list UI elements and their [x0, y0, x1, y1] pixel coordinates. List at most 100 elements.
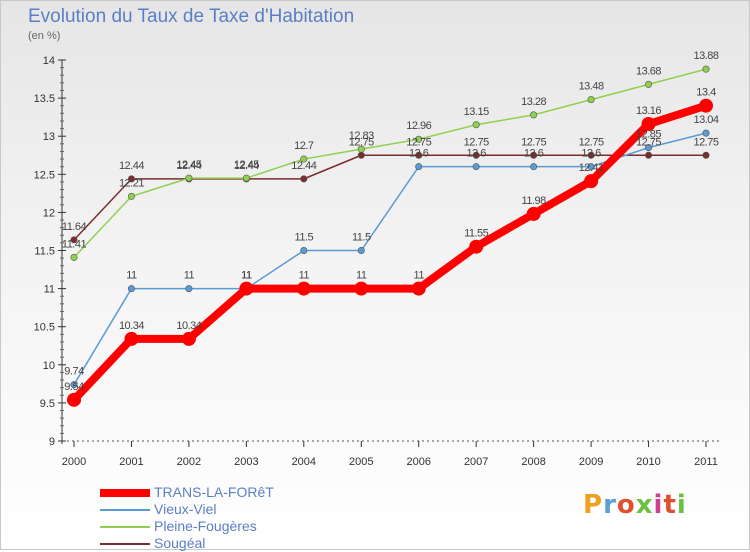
data-point-1 — [70, 381, 78, 389]
data-label: 12.6 — [524, 148, 544, 160]
x-tick-label: 2007 — [464, 456, 488, 468]
data-point-1 — [357, 247, 365, 255]
y-tick-label: 12 — [43, 207, 55, 219]
data-point-0 — [641, 117, 656, 132]
data-point-1 — [127, 285, 135, 293]
data-point-0 — [526, 206, 541, 221]
data-label: 13.48 — [579, 81, 604, 93]
data-label: 12.6 — [466, 148, 486, 160]
data-label: 12.75 — [349, 136, 374, 148]
data-point-2 — [472, 121, 480, 129]
data-point-3 — [645, 151, 653, 159]
data-label: 11.64 — [62, 221, 87, 233]
x-tick-label: 2009 — [579, 456, 603, 468]
data-point-0 — [584, 174, 599, 189]
data-label: 12.7 — [294, 140, 314, 152]
data-label: 12.44 — [234, 160, 259, 172]
data-label: 12.96 — [406, 120, 431, 132]
data-label: 13.04 — [693, 114, 718, 126]
data-label: 11.98 — [522, 195, 547, 207]
data-label: 11 — [414, 270, 425, 282]
data-point-0 — [124, 331, 139, 346]
data-point-3 — [300, 175, 308, 183]
x-tick-label: 2002 — [177, 456, 201, 468]
data-point-2 — [185, 174, 193, 182]
data-label: 12.44 — [291, 160, 316, 172]
data-point-3 — [702, 151, 710, 159]
data-label: 12.45 — [176, 159, 201, 171]
legend-label: Vieux-Viel — [154, 501, 217, 517]
data-point-0 — [411, 281, 426, 296]
y-tick-label: 11 — [44, 284, 55, 296]
data-label: 12.44 — [119, 160, 144, 172]
data-point-2 — [300, 155, 308, 163]
data-label: 11.41 — [62, 238, 87, 250]
y-tick-label: 10 — [43, 360, 55, 372]
y-tick-label: 12.5 — [34, 169, 55, 181]
x-tick-label: 2005 — [349, 456, 373, 468]
x-tick-label: 2001 — [119, 456, 143, 468]
series-line-2 — [73, 68, 707, 259]
data-label: 9.74 — [64, 366, 84, 378]
chart-subtitle: (en %) — [28, 30, 61, 42]
data-point-2 — [587, 96, 595, 104]
data-label: 11 — [299, 270, 310, 282]
data-point-3 — [357, 151, 365, 159]
data-label: 12.75 — [579, 136, 604, 148]
x-tick-label: 2008 — [521, 456, 545, 468]
data-point-2 — [357, 145, 365, 153]
data-label: 13.28 — [521, 96, 546, 108]
data-point-1 — [300, 247, 308, 255]
data-label: 11 — [184, 270, 195, 282]
data-label: 12.44 — [176, 160, 201, 172]
legend-swatch — [100, 509, 150, 511]
data-point-3 — [472, 151, 480, 159]
y-tick-label: 13 — [43, 131, 55, 143]
y-tick-label: 13.5 — [34, 93, 55, 105]
data-point-0 — [296, 281, 311, 296]
data-point-1 — [415, 163, 423, 171]
data-label: 13.16 — [636, 105, 661, 117]
data-point-1 — [530, 163, 538, 171]
x-tick-label: 2006 — [406, 456, 430, 468]
legend-label: Pleine-Fougères — [154, 518, 257, 534]
x-tick-label: 2000 — [62, 456, 86, 468]
legend-swatch — [100, 526, 150, 528]
data-label: 10.34 — [119, 320, 144, 332]
data-point-3 — [70, 236, 78, 244]
y-tick-label: 14 — [43, 55, 55, 67]
data-label: 12.83 — [349, 130, 374, 142]
data-label: 13.4 — [696, 87, 716, 99]
data-label: 11 — [241, 270, 252, 282]
data-label: 12.41 — [579, 162, 604, 174]
data-label: 12.85 — [636, 129, 661, 141]
legend-label: TRANS-LA-FORêT — [154, 484, 274, 500]
data-label: 12.75 — [406, 136, 431, 148]
data-label: 11 — [356, 270, 367, 282]
data-point-1 — [702, 129, 710, 137]
data-label: 13.15 — [464, 106, 489, 118]
data-label: 11.55 — [464, 228, 489, 240]
data-point-0 — [181, 331, 196, 346]
data-label: 11 — [126, 270, 137, 282]
data-label: 11 — [241, 270, 252, 282]
data-label: 13.88 — [693, 50, 718, 62]
y-tick-label: 11.5 — [34, 246, 55, 258]
data-point-3 — [587, 151, 595, 159]
data-label: 12.6 — [409, 148, 429, 160]
data-point-2 — [127, 192, 135, 200]
data-label: 13.68 — [636, 65, 661, 77]
data-label: 12.21 — [119, 177, 144, 189]
data-point-0 — [699, 98, 713, 113]
data-label: 12.45 — [234, 159, 259, 171]
data-point-2 — [530, 111, 538, 119]
data-point-1 — [472, 163, 480, 171]
data-point-1 — [587, 163, 595, 171]
y-tick-label: 10.5 — [34, 322, 55, 334]
data-point-2 — [645, 80, 653, 88]
series-line-0 — [70, 101, 710, 404]
data-label: 12.75 — [693, 136, 718, 148]
y-tick-label: 9.5 — [40, 398, 55, 410]
